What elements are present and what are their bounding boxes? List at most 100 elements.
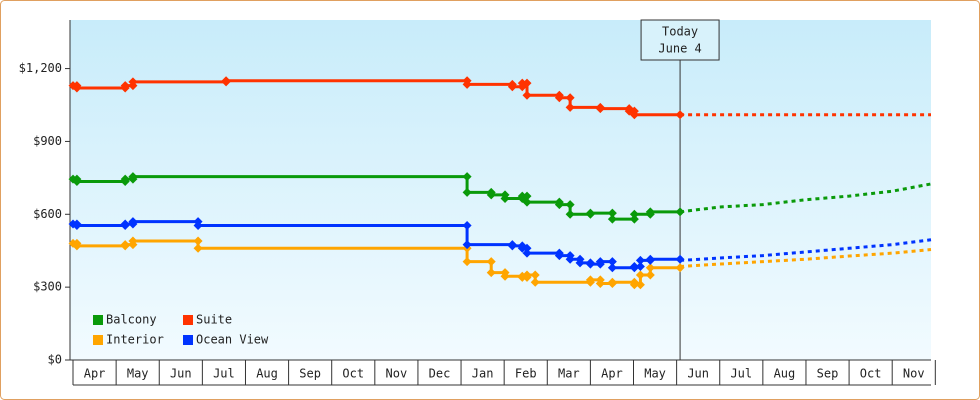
x-tick-label: May [127, 367, 149, 381]
x-tick-label: Jun [170, 367, 192, 381]
price-marker [629, 110, 639, 120]
price-marker [645, 263, 655, 273]
price-marker [575, 258, 585, 268]
x-tick-label: Sep [817, 367, 839, 381]
price-marker [635, 255, 645, 265]
price-marker [629, 280, 639, 290]
price-marker [565, 93, 575, 103]
x-tick-label: Apr [84, 367, 106, 381]
price-marker [462, 79, 472, 89]
today-label: Today [662, 25, 698, 39]
y-tick-label: $600 [33, 207, 62, 221]
y-tick-label: $900 [33, 134, 62, 148]
x-tick-label: Oct [860, 367, 882, 381]
price-marker [462, 257, 472, 267]
price-marker [607, 257, 617, 267]
price-marker [554, 200, 564, 210]
legend-swatch [93, 335, 103, 345]
price-marker [585, 208, 595, 218]
x-tick-label: Jan [472, 367, 494, 381]
price-marker [607, 214, 617, 224]
price-marker [221, 76, 231, 86]
price-marker [72, 241, 82, 251]
x-tick-label: Feb [515, 367, 537, 381]
price-marker [522, 270, 532, 280]
price-marker [522, 248, 532, 258]
x-tick-label: Nov [386, 367, 408, 381]
price-marker [675, 207, 685, 217]
price-marker [607, 208, 617, 218]
price-marker [635, 262, 645, 271]
price-marker [554, 93, 564, 103]
plot-area [70, 20, 931, 360]
x-tick-label: Apr [601, 367, 623, 381]
x-tick-label: May [644, 367, 666, 381]
price-marker [645, 254, 655, 264]
legend-swatch [93, 315, 103, 325]
price-marker [635, 270, 645, 280]
price-marker [530, 277, 540, 287]
price-marker [607, 263, 617, 273]
price-marker [462, 240, 472, 250]
price-marker [72, 177, 82, 186]
price-marker [500, 194, 510, 203]
y-tick-label: $300 [33, 280, 62, 294]
x-tick-label: Oct [342, 367, 364, 381]
price-marker [128, 236, 138, 246]
price-marker [565, 102, 575, 112]
legend-swatch [183, 315, 193, 325]
price-marker [507, 241, 517, 251]
price-marker [565, 200, 575, 210]
price-marker [554, 251, 564, 261]
price-marker [120, 240, 130, 250]
x-tick-label: Dec [429, 367, 451, 381]
price-marker [128, 77, 138, 87]
price-marker [595, 104, 605, 114]
price-marker [522, 191, 532, 201]
price-marker [522, 78, 532, 88]
price-marker [635, 280, 645, 290]
legend-label: Balcony [106, 313, 157, 327]
price-marker [629, 214, 639, 224]
price-marker [629, 209, 639, 219]
price-marker [486, 257, 496, 267]
price-marker [645, 270, 655, 280]
price-marker [72, 83, 82, 93]
price-marker [462, 172, 472, 182]
x-tick-label: Jul [730, 367, 752, 381]
legend-label: Ocean View [196, 333, 269, 347]
price-marker [128, 172, 138, 182]
price-marker [522, 197, 532, 207]
price-marker [486, 268, 496, 278]
price-marker [522, 243, 532, 253]
legend-swatch [183, 335, 193, 345]
legend-label: Interior [106, 333, 164, 347]
price-marker [128, 217, 138, 227]
price-marker [522, 90, 532, 100]
x-tick-label: Mar [558, 367, 580, 381]
price-marker [486, 190, 496, 200]
price-marker [193, 243, 203, 253]
price-marker [675, 254, 685, 264]
today-label: June 4 [658, 42, 701, 56]
price-marker [517, 243, 527, 253]
price-marker [607, 277, 617, 287]
price-marker [629, 262, 639, 271]
x-tick-label: Jul [213, 367, 235, 381]
price-marker [565, 209, 575, 219]
price-marker [517, 191, 527, 201]
price-marker [517, 78, 527, 88]
price-marker [72, 220, 82, 230]
x-tick-label: Sep [299, 367, 321, 381]
y-tick-label: $0 [48, 353, 62, 367]
y-tick-label: $1,200 [19, 61, 62, 75]
price-marker [120, 174, 130, 184]
price-marker [595, 279, 605, 288]
price-marker [530, 270, 540, 280]
price-marker [595, 257, 605, 267]
today-box [640, 19, 720, 61]
price-marker [585, 259, 595, 269]
x-tick-label: Nov [903, 367, 925, 381]
x-tick-label: Aug [256, 367, 278, 381]
